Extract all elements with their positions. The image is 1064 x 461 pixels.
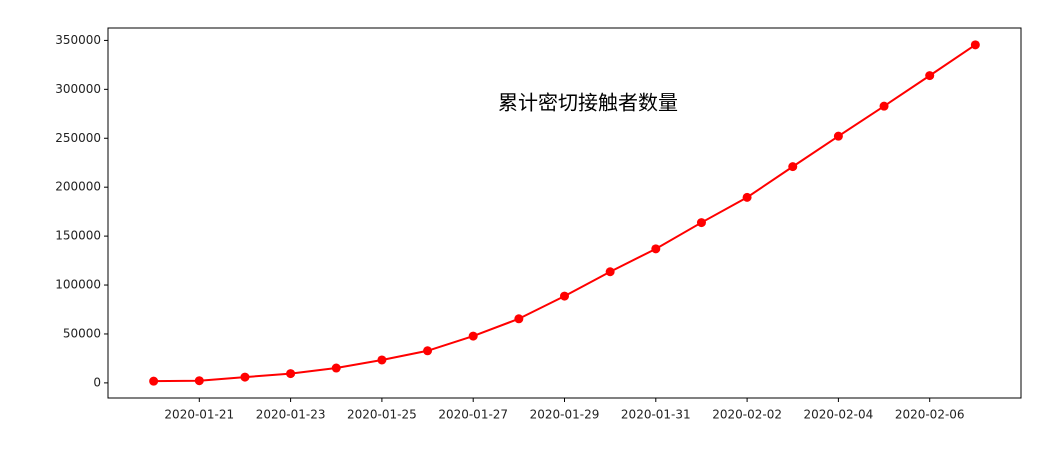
y-tick-label: 0: [93, 375, 101, 389]
y-tick-label: 150000: [55, 229, 101, 243]
x-tick-label: 2020-02-06: [895, 408, 965, 422]
marker: [605, 267, 615, 277]
marker: [286, 369, 296, 379]
y-tick-label: 50000: [63, 326, 101, 340]
marker: [925, 71, 935, 81]
marker: [651, 244, 661, 254]
chart-title: 累计密切接触者数量: [498, 91, 678, 115]
plot-frame: [107, 27, 1022, 399]
y-tick-label: 100000: [55, 278, 101, 292]
x-tick-label: 2020-01-27: [438, 408, 508, 422]
marker: [377, 355, 387, 365]
x-tick-label: 2020-01-21: [164, 408, 234, 422]
x-tick-label: 2020-02-04: [804, 408, 874, 422]
marker: [879, 101, 889, 111]
marker: [331, 363, 341, 373]
y-tick-label: 350000: [55, 33, 101, 47]
marker: [788, 162, 798, 172]
x-tick-label: 2020-01-25: [347, 408, 417, 422]
marker: [833, 131, 843, 141]
x-tick-label: 2020-01-23: [256, 408, 326, 422]
marker: [970, 40, 980, 50]
marker: [742, 192, 752, 202]
y-tick-label: 200000: [55, 180, 101, 194]
x-tick-label: 2020-01-31: [621, 408, 691, 422]
marker: [240, 372, 250, 382]
y-tick-label: 250000: [55, 131, 101, 145]
marker: [149, 376, 159, 386]
marker: [423, 346, 433, 356]
marker: [560, 291, 569, 301]
marker: [696, 218, 706, 228]
marker: [194, 376, 204, 386]
x-tick-label: 2020-02-02: [712, 408, 782, 422]
x-tick-label: 2020-01-29: [530, 408, 600, 422]
marker: [514, 314, 524, 324]
y-tick-label: 300000: [55, 82, 101, 96]
marker: [468, 331, 478, 341]
